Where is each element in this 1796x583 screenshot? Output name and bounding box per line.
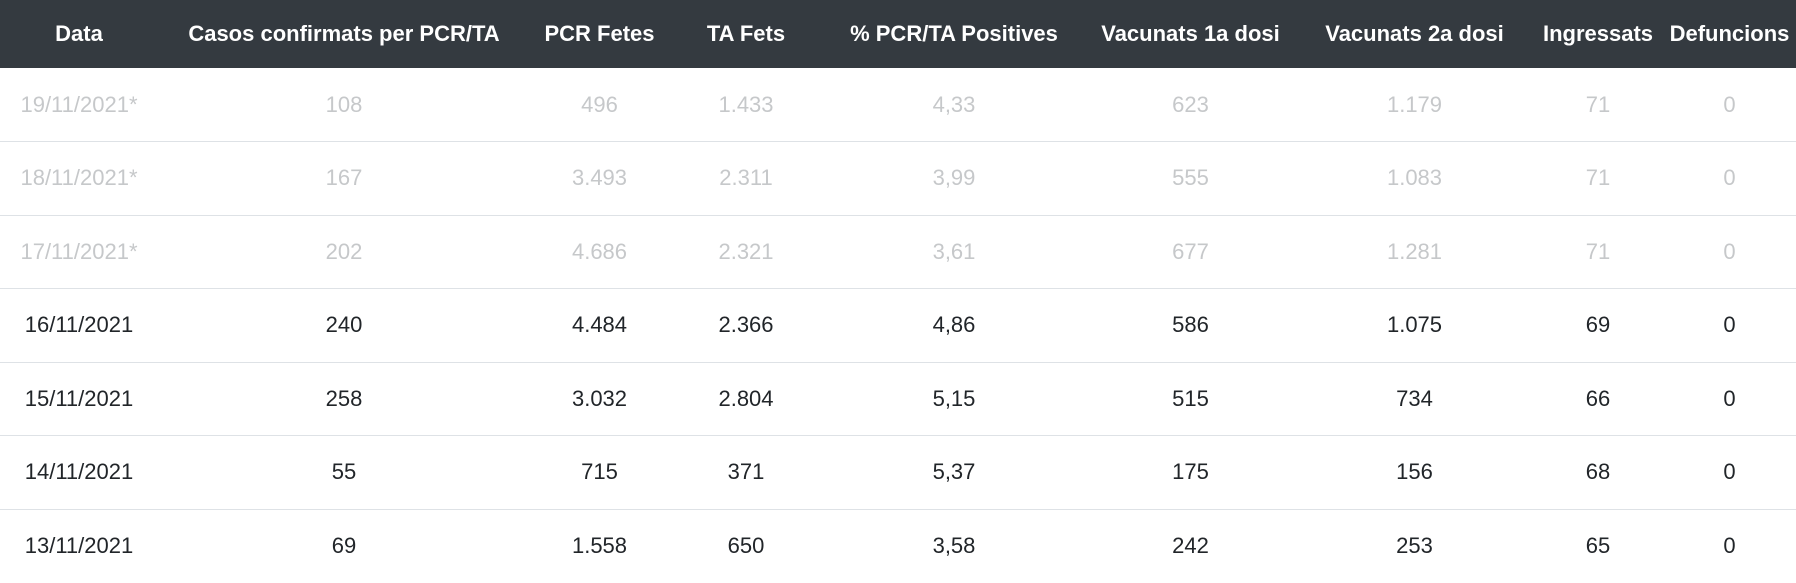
- table-row: 19/11/2021* 108 496 1.433 4,33 623 1.179 71 0: [0, 68, 1796, 142]
- cell-hospitalized: 65: [1533, 508, 1663, 583]
- cell-date: 13/11/2021: [0, 508, 158, 583]
- cell-vaccinated-first-dose: 515: [1085, 361, 1296, 436]
- cell-vaccinated-second-dose: 1.083: [1296, 141, 1533, 215]
- cell-deaths: 0: [1723, 91, 1736, 117]
- cell-deaths: 0: [1663, 435, 1796, 509]
- column-header-deaths: Defuncions: [1669, 21, 1790, 46]
- cell-ta-done: 371: [669, 435, 823, 509]
- cell-hospitalized: 71: [1585, 91, 1611, 117]
- cell-pcr-done: 496: [581, 91, 618, 117]
- cell-confirmed-cases: 108: [325, 91, 363, 117]
- column-header-date: Data: [55, 21, 103, 46]
- cell-pcr-done: 3.493: [530, 141, 669, 215]
- table-row: 18/11/2021* 167 3.493 2.311 3,99 555 1.083 71 0: [0, 141, 1796, 215]
- cell-deaths: 0: [1663, 508, 1796, 583]
- cell-date: 19/11/2021*: [20, 91, 138, 117]
- cell-date: 14/11/2021: [0, 435, 158, 509]
- cell-hospitalized: 69: [1533, 288, 1663, 362]
- cell-ta-done: 2.366: [669, 288, 823, 362]
- cell-date: 17/11/2021*: [0, 214, 158, 289]
- cell-vaccinated-first-dose: 242: [1085, 508, 1296, 583]
- cell-positive-rate: 5,37: [823, 435, 1085, 509]
- column-header-ta-done: TA Fets: [706, 21, 786, 46]
- cell-date: 15/11/2021: [0, 361, 158, 436]
- cell-deaths: 0: [1663, 288, 1796, 362]
- cell-ta-done: 2.804: [669, 361, 823, 436]
- table-header-row: Data Casos confirmats per PCR/TA PCR Fet…: [0, 0, 1796, 68]
- cell-deaths: 0: [1663, 361, 1796, 436]
- cell-positive-rate: 4,86: [823, 288, 1085, 362]
- cell-hospitalized: 68: [1533, 435, 1663, 509]
- table-row: 14/11/2021 55 715 371 5,37 175 156 68 0: [0, 435, 1796, 509]
- cell-vaccinated-first-dose: 175: [1085, 435, 1296, 509]
- cell-confirmed-cases: 240: [158, 288, 530, 362]
- cell-vaccinated-first-dose: 623: [1172, 91, 1209, 117]
- cell-confirmed-cases: 55: [158, 435, 530, 509]
- cell-pcr-done: 4.686: [530, 214, 669, 289]
- column-header-hospitalized: Ingressats: [1542, 21, 1654, 46]
- cell-pcr-done: 3.032: [530, 361, 669, 436]
- column-header-vaccinated-second-dose: Vacunats 2a dosi: [1325, 21, 1504, 46]
- cell-confirmed-cases: 202: [158, 214, 530, 289]
- column-header-vaccinated-first-dose: Vacunats 1a dosi: [1101, 21, 1280, 46]
- cell-positive-rate: 4,33: [932, 91, 976, 117]
- cell-vaccinated-second-dose: 1.281: [1296, 214, 1533, 289]
- cell-vaccinated-second-dose: 156: [1296, 435, 1533, 509]
- cell-deaths: 0: [1663, 141, 1796, 215]
- table-row: 17/11/2021* 202 4.686 2.321 3,61 677 1.281 71 0: [0, 214, 1796, 289]
- column-header-positive-rate: % PCR/TA Positives: [850, 21, 1058, 46]
- cell-ta-done: 650: [669, 508, 823, 583]
- cell-confirmed-cases: 167: [158, 141, 530, 215]
- table-row: 13/11/2021 69 1.558 650 3,58 242 253 65 0: [0, 508, 1796, 583]
- column-header-pcr-done: PCR Fetes: [544, 21, 655, 46]
- column-header-confirmed-cases: Casos confirmats per PCR/TA: [188, 21, 500, 46]
- cell-hospitalized: 71: [1533, 214, 1663, 289]
- cell-vaccinated-first-dose: 555: [1085, 141, 1296, 215]
- cell-date: 16/11/2021: [0, 288, 158, 362]
- cell-hospitalized: 66: [1533, 361, 1663, 436]
- cell-vaccinated-second-dose: 253: [1296, 508, 1533, 583]
- cell-ta-done: 2.321: [669, 214, 823, 289]
- cell-vaccinated-first-dose: 677: [1085, 214, 1296, 289]
- cell-vaccinated-first-dose: 586: [1085, 288, 1296, 362]
- cell-confirmed-cases: 258: [158, 361, 530, 436]
- cell-positive-rate: 5,15: [823, 361, 1085, 436]
- table-row: 16/11/2021 240 4.484 2.366 4,86 586 1.075 69 0: [0, 288, 1796, 362]
- cell-hospitalized: 71: [1533, 141, 1663, 215]
- cell-confirmed-cases: 69: [158, 508, 530, 583]
- table-body: 19/11/2021* 108 496 1.433 4,33 623 1.179 71 0 18/…: [0, 68, 1796, 583]
- cell-vaccinated-second-dose: 734: [1296, 361, 1533, 436]
- cell-ta-done: 2.311: [669, 141, 823, 215]
- cell-vaccinated-second-dose: 1.179: [1386, 91, 1443, 117]
- cell-pcr-done: 4.484: [530, 288, 669, 362]
- cell-pcr-done: 715: [530, 435, 669, 509]
- cell-ta-done: 1.433: [718, 91, 774, 117]
- table-row: 15/11/2021 258 3.032 2.804 5,15 515 734 66 0: [0, 361, 1796, 436]
- cell-deaths: 0: [1663, 214, 1796, 289]
- cell-vaccinated-second-dose: 1.075: [1296, 288, 1533, 362]
- cell-positive-rate: 3,61: [823, 214, 1085, 289]
- cell-positive-rate: 3,58: [823, 508, 1085, 583]
- cell-date: 18/11/2021*: [0, 141, 158, 215]
- cell-pcr-done: 1.558: [530, 508, 669, 583]
- cell-positive-rate: 3,99: [823, 141, 1085, 215]
